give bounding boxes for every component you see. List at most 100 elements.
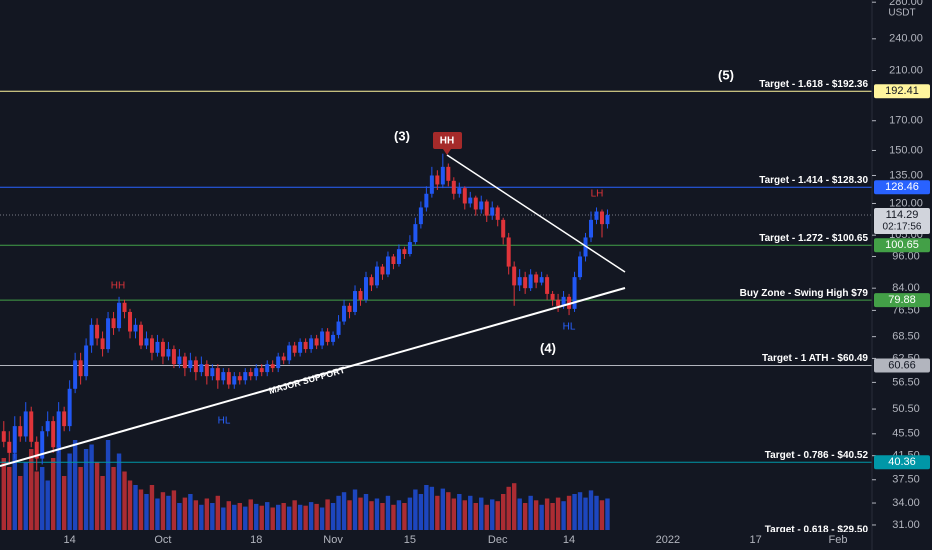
candle-body bbox=[182, 356, 187, 369]
candle-body bbox=[193, 360, 198, 373]
volume-bar bbox=[468, 495, 473, 530]
candle-body bbox=[512, 266, 517, 286]
volume-bar bbox=[451, 498, 457, 530]
volume-bar bbox=[254, 503, 259, 530]
volume-bar bbox=[506, 486, 511, 530]
candle-body bbox=[276, 356, 281, 369]
candle-body bbox=[468, 197, 473, 204]
volume-bar bbox=[83, 449, 89, 530]
volume-bar bbox=[319, 507, 325, 530]
candle-body bbox=[473, 197, 478, 210]
level-tag-box bbox=[874, 238, 930, 253]
candle-body bbox=[210, 368, 215, 377]
volume-bar bbox=[473, 503, 478, 530]
volume-bar bbox=[577, 492, 583, 530]
candle-body bbox=[435, 175, 440, 185]
candle-body bbox=[320, 331, 325, 346]
candle-body bbox=[166, 349, 171, 357]
levels-layer: Target - 1.618 - $192.36 Target - 1.414 -… bbox=[0, 79, 872, 538]
volume-bar bbox=[407, 497, 413, 530]
volume-bar bbox=[347, 500, 352, 530]
support-trendline bbox=[0, 287, 626, 467]
volume-bar bbox=[374, 498, 380, 530]
hh-tag-pointer bbox=[443, 149, 451, 155]
volume-bar bbox=[149, 485, 155, 530]
pivot-label: LH bbox=[591, 189, 604, 200]
volume-bar bbox=[138, 489, 144, 530]
level-tag-box bbox=[874, 358, 930, 373]
y-tick-label: 84.00 bbox=[892, 282, 920, 294]
volume-bar bbox=[517, 498, 522, 530]
candle-body bbox=[259, 368, 264, 373]
candle-body bbox=[369, 277, 374, 286]
candle-body bbox=[578, 256, 583, 278]
candle-body bbox=[292, 345, 297, 353]
candle-body bbox=[451, 180, 456, 194]
level-label: Target - 0.786 - $40.52 bbox=[765, 450, 869, 461]
candle-body bbox=[95, 324, 100, 339]
volume-bar bbox=[182, 497, 188, 530]
y-tick-label: 50.50 bbox=[892, 403, 920, 415]
candle-body bbox=[347, 305, 352, 312]
candle-body bbox=[1, 431, 6, 442]
candle-body bbox=[84, 345, 89, 377]
candle-body bbox=[380, 266, 385, 275]
volume-bar bbox=[605, 498, 610, 530]
volume-bar bbox=[336, 495, 341, 530]
volume-bar bbox=[34, 471, 39, 530]
level-tag-box bbox=[874, 455, 930, 470]
volume-bar bbox=[435, 495, 440, 530]
candle-body bbox=[215, 368, 220, 381]
candle-body bbox=[506, 237, 511, 267]
x-axis-strip bbox=[0, 532, 872, 550]
volume-bar bbox=[286, 506, 292, 530]
candle-body bbox=[599, 211, 604, 225]
candle-body bbox=[199, 364, 204, 373]
volume-bar bbox=[199, 504, 204, 530]
level-tag-box bbox=[874, 180, 930, 195]
level-tag: 100.65 bbox=[885, 239, 919, 251]
candle-body bbox=[177, 356, 182, 365]
volume-bar bbox=[490, 499, 495, 530]
candle-body bbox=[12, 426, 17, 453]
pivot-label: HL bbox=[563, 322, 576, 333]
volume-bar bbox=[40, 467, 45, 530]
candle-body bbox=[248, 372, 253, 377]
volume-bar bbox=[210, 503, 215, 530]
volume-bar bbox=[341, 492, 347, 530]
volume-bar bbox=[555, 497, 561, 530]
volume-bar bbox=[133, 485, 138, 530]
candle-body bbox=[374, 266, 379, 286]
volume-bar bbox=[221, 507, 226, 530]
volume-bar bbox=[243, 506, 248, 530]
candle-body bbox=[523, 277, 528, 289]
volume-bar bbox=[248, 499, 253, 530]
x-tick-label: Oct bbox=[154, 534, 171, 546]
pivot-label: HL bbox=[218, 416, 231, 427]
candle-body bbox=[155, 341, 160, 353]
volume-bar bbox=[78, 467, 83, 530]
level-label: Target - 1.414 - $128.30 bbox=[759, 175, 868, 186]
y-tick-label: 56.50 bbox=[892, 376, 920, 388]
candle-body bbox=[188, 360, 193, 369]
candle-body bbox=[336, 321, 341, 335]
volume-bar bbox=[418, 494, 424, 530]
candle-body bbox=[556, 299, 561, 306]
candle-body bbox=[149, 338, 154, 353]
candle-body bbox=[40, 431, 45, 459]
last-price-tag: 114.29 bbox=[886, 209, 919, 221]
volume-bar bbox=[484, 504, 489, 530]
candles-layer bbox=[1, 153, 610, 471]
x-tick-label: 17 bbox=[750, 534, 762, 546]
volume-bar bbox=[533, 500, 539, 530]
volume-bar bbox=[566, 495, 572, 530]
volume-bar bbox=[495, 501, 500, 530]
y-tick-label: 150.00 bbox=[889, 144, 923, 156]
volume-bar bbox=[330, 503, 336, 530]
candle-body bbox=[226, 372, 231, 385]
volume-bar bbox=[550, 503, 555, 530]
volume-bar bbox=[72, 440, 78, 530]
volume-bar bbox=[215, 495, 221, 530]
candle-body bbox=[243, 372, 248, 381]
volume-bar bbox=[588, 490, 594, 530]
